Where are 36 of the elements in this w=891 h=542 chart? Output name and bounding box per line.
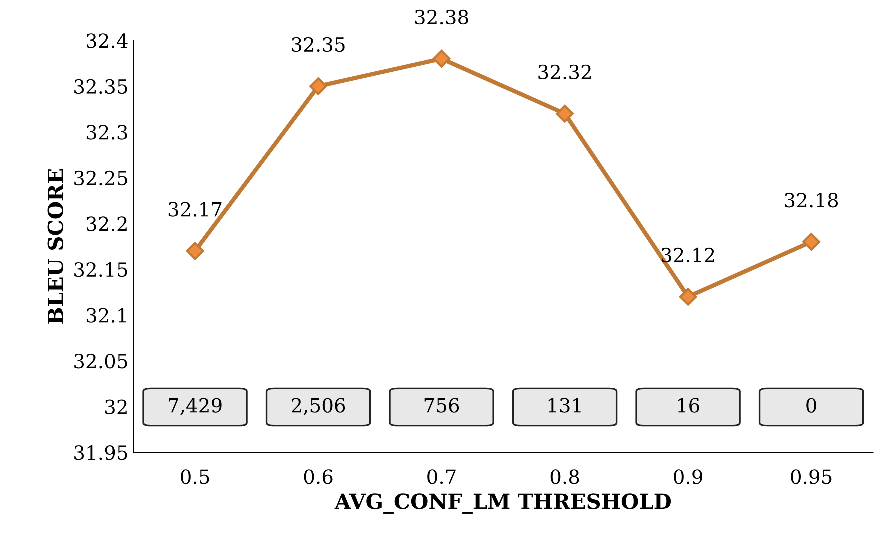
y-axis-title: BLEU SCORE <box>48 169 64 324</box>
x-tick-label: 0.95 <box>791 470 832 484</box>
y-tick-label: 32.1 <box>86 308 126 323</box>
data-label: 32.12 <box>662 248 714 263</box>
annotation: 2,506 <box>292 398 346 416</box>
y-tick-label: 32.35 <box>74 79 128 94</box>
x-tick-label: 0.5 <box>181 470 210 484</box>
x-tick-label: 0.9 <box>674 470 702 484</box>
annotation: 756 <box>424 398 460 413</box>
y-tick-label: 32 <box>106 400 127 414</box>
x-tick-label: 0.8 <box>550 470 580 484</box>
point <box>186 242 204 260</box>
data-label: 32.38 <box>415 10 468 25</box>
x-axis-title: AVG_CONF_LM THRESHOLD <box>334 494 672 514</box>
annotation: 131 <box>548 398 581 413</box>
y-tick-label: 32.3 <box>86 125 128 140</box>
x-tick-label: 0.7 <box>428 470 456 484</box>
point <box>310 78 328 96</box>
y-tick-label: 32.25 <box>74 170 128 186</box>
point <box>679 288 698 306</box>
data-label: 32.32 <box>538 64 591 80</box>
data-label: 32.17 <box>168 202 222 217</box>
point <box>432 50 451 68</box>
data-label: 32.35 <box>292 37 345 52</box>
y-tick-label: 32.15 <box>74 262 128 278</box>
annotation: 0 <box>806 398 816 413</box>
y-tick-label: 32.05 <box>74 354 128 369</box>
point <box>802 233 820 251</box>
annotation: 7,429 <box>169 398 222 416</box>
annotation: 16 <box>678 398 700 413</box>
y-tick-label: 32.4 <box>86 34 128 48</box>
x-tick-label: 0.6 <box>304 470 333 484</box>
data-label: 32.18 <box>785 193 838 208</box>
y-tick-label: 32.2 <box>86 216 127 232</box>
y-tick-label: 31.95 <box>74 446 128 460</box>
point <box>556 104 574 123</box>
